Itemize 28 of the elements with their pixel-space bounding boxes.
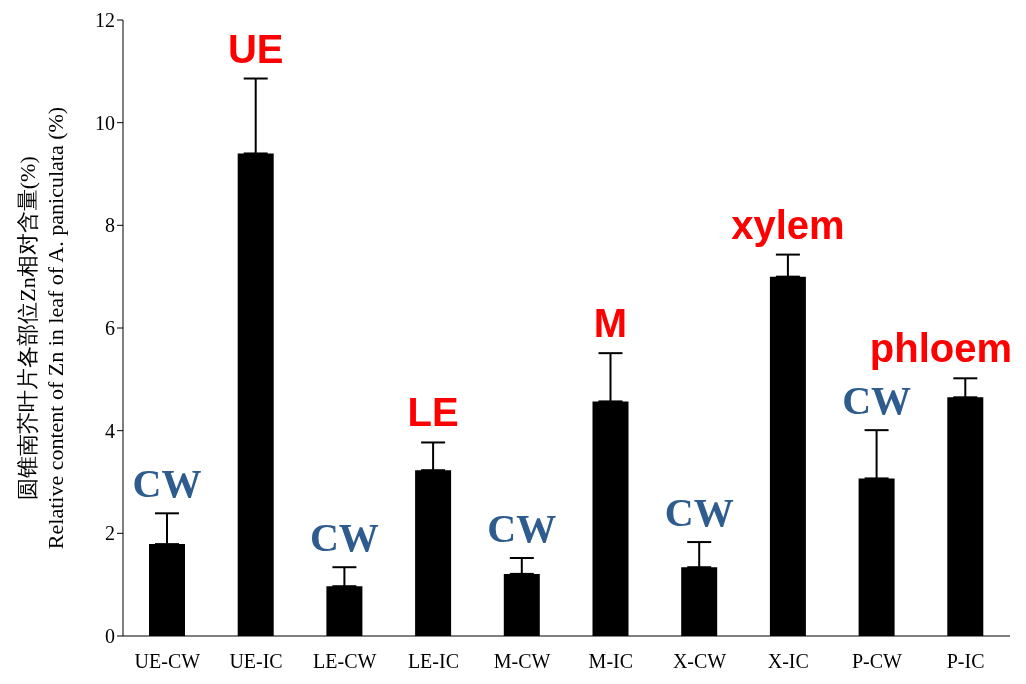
y-tick-label: 4 <box>105 419 115 442</box>
y-tick-label: 6 <box>105 317 115 340</box>
x-tick-label: P-IC <box>946 650 985 673</box>
x-tick-label: UE-CW <box>134 650 201 673</box>
annotation: LE <box>407 390 459 435</box>
annotation: phloem <box>869 326 1012 371</box>
annotation: CW <box>487 505 557 551</box>
x-tick-label: M-IC <box>588 650 634 673</box>
x-tick-label: X-IC <box>767 650 809 673</box>
y-axis-title: 圆锥南芥叶片各部位Zn相对含量(%) Relative content of Zn in leaf of A. paniculata (%) <box>15 106 68 550</box>
x-tick-label: UE-IC <box>229 650 283 673</box>
y-tick-label: 10 <box>95 111 115 134</box>
annotation: xylem <box>731 202 845 247</box>
annotation: UE <box>227 26 284 71</box>
annotation: M <box>593 301 628 346</box>
x-tick-label: LE-IC <box>407 650 459 673</box>
y-tick-label: 12 <box>95 9 115 32</box>
annotation: CW <box>842 378 912 424</box>
annotation: CW <box>664 490 734 536</box>
annotation: CW <box>309 515 379 561</box>
x-tick-label: LE-CW <box>313 650 377 673</box>
y-tick-label: 8 <box>105 214 115 237</box>
x-tick-label: P-CW <box>851 650 903 673</box>
annotation: CW <box>132 461 202 507</box>
x-tick-label: X-CW <box>672 650 727 673</box>
y-tick-label: 0 <box>105 625 115 648</box>
x-tick-label: M-CW <box>493 650 551 673</box>
y-tick-label: 2 <box>105 522 115 545</box>
